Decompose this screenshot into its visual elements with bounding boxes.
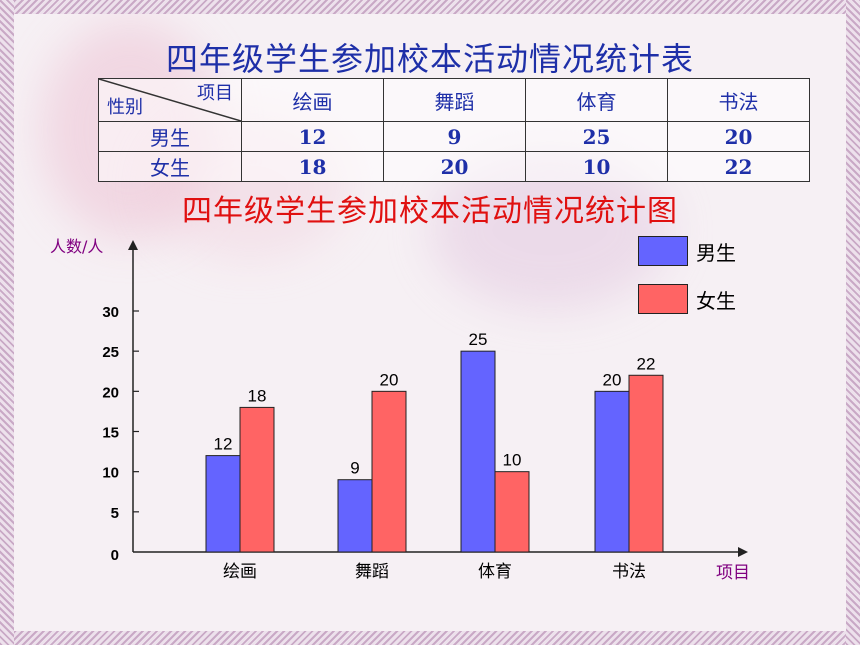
bar-value-label: 20 — [380, 370, 399, 389]
legend-label-girls: 女生 — [696, 288, 736, 313]
statistics-table: 项目 性别 绘画 舞蹈 体育 书法 男生 12 9 25 20 女生 18 20… — [98, 78, 810, 182]
row-header: 女生 — [98, 151, 242, 182]
y-tick-label: 15 — [102, 425, 119, 442]
x-tick-label: 书法 — [612, 562, 646, 582]
row-header: 男生 — [98, 121, 242, 152]
x-tick-label: 舞蹈 — [355, 562, 389, 582]
bar — [239, 406, 275, 553]
frame-border — [0, 631, 860, 645]
table-cell: 20 — [383, 151, 526, 182]
bar-value-label: 12 — [214, 435, 233, 454]
table-cell: 22 — [667, 151, 810, 182]
chart-title: 四年级学生参加校本活动情况统计图 — [182, 194, 678, 229]
bar — [371, 390, 407, 553]
table-corner-cell: 项目 性别 — [98, 78, 242, 122]
corner-label-gender: 性别 — [107, 97, 143, 118]
bar — [337, 479, 373, 553]
bar-value-label: 22 — [637, 354, 656, 373]
y-tick-label: 0 — [111, 547, 119, 564]
corner-label-item: 项目 — [197, 83, 233, 104]
bar-value-label: 9 — [350, 459, 359, 478]
table-cell: 18 — [241, 151, 384, 182]
bar — [205, 455, 241, 553]
frame-border — [0, 0, 14, 645]
y-axis-arrow — [128, 240, 138, 250]
y-tick-label: 20 — [102, 384, 119, 401]
table-header-row: 项目 性别 绘画 舞蹈 体育 书法 — [98, 78, 810, 122]
table-row: 男生 12 9 25 20 — [98, 121, 810, 152]
bar-value-label: 10 — [503, 451, 522, 470]
column-header: 体育 — [525, 78, 668, 122]
frame-border — [846, 0, 860, 645]
legend-item-boys: 男生 — [638, 236, 736, 266]
table-title: 四年级学生参加校本活动情况统计表 — [165, 40, 694, 78]
y-tick-label: 30 — [102, 304, 119, 321]
x-tick-label: 体育 — [478, 562, 512, 582]
column-header: 舞蹈 — [383, 78, 526, 122]
bar-value-label: 20 — [603, 370, 622, 389]
x-axis-arrow — [738, 547, 748, 557]
column-header: 书法 — [667, 78, 810, 122]
bar — [460, 350, 496, 553]
legend-item-girls: 女生 — [638, 284, 736, 314]
bar-value-label: 25 — [469, 330, 488, 349]
frame-border — [0, 0, 860, 14]
x-axis-label: 项目 — [716, 563, 750, 583]
legend-swatch-boys — [638, 236, 688, 266]
legend-swatch-girls — [638, 284, 688, 314]
table-cell: 12 — [241, 121, 384, 152]
legend-label-boys: 男生 — [696, 240, 736, 265]
column-header: 绘画 — [241, 78, 384, 122]
bar — [594, 390, 630, 553]
table-row: 女生 18 20 10 22 — [98, 151, 810, 182]
y-tick-label: 10 — [102, 465, 119, 482]
bar — [628, 374, 664, 553]
bar-value-label: 18 — [248, 386, 267, 405]
y-tick-label: 25 — [102, 344, 119, 361]
chart-legend: 男生 女生 — [638, 236, 736, 332]
y-tick-label: 5 — [111, 505, 119, 522]
x-tick-label: 绘画 — [223, 562, 257, 582]
bar — [494, 471, 530, 553]
y-axis-label: 人数/人 — [50, 237, 103, 256]
